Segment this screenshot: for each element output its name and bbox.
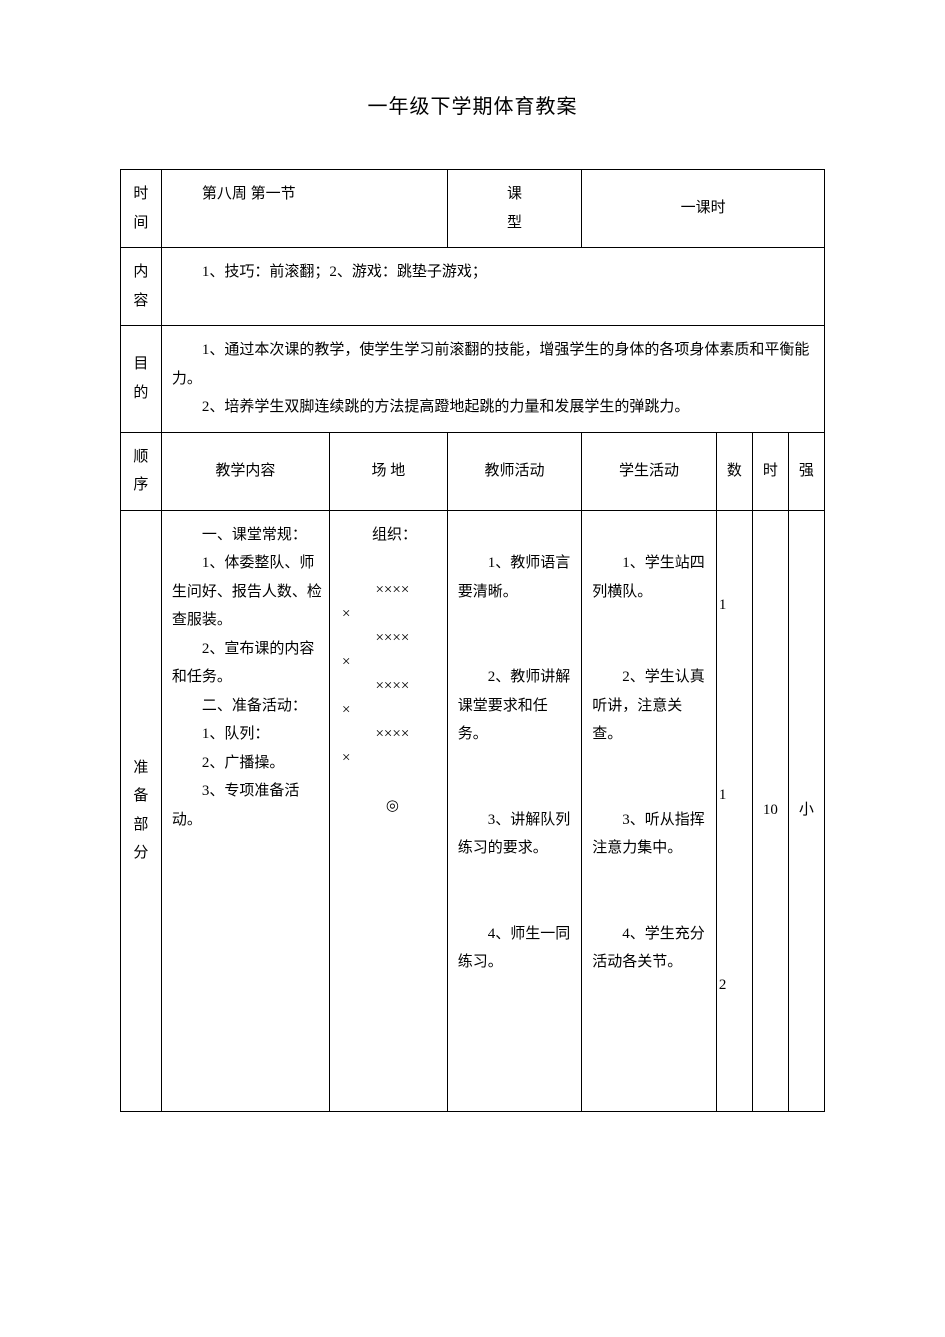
row-content: 内容 1、技巧：前滚翻；2、游戏：跳垫子游戏； bbox=[121, 248, 825, 326]
header-count: 数 bbox=[716, 432, 752, 510]
label-sequence: 顺序 bbox=[121, 432, 162, 510]
page-title: 一年级下学期体育教案 bbox=[120, 90, 825, 119]
cell-intensity: 小 bbox=[788, 510, 824, 1111]
cell-time-value: 第八周 第一节 bbox=[161, 170, 447, 248]
row-purpose: 目的 1、通过本次课的教学，使学生学习前滚翻的技能，增强学生的身体的各项身体素质… bbox=[121, 326, 825, 433]
label-type: 课型 bbox=[447, 170, 582, 248]
cell-time: 10 bbox=[752, 510, 788, 1111]
cell-type-value: 一课时 bbox=[582, 170, 825, 248]
teacher-mark-icon: ◎ bbox=[386, 798, 399, 814]
cell-field: 组织： ×××× × ×××× × ×××× × ×××× × ◎ bbox=[330, 510, 448, 1111]
row-column-headers: 顺序 教学内容 场 地 教师活动 学生活动 数 时 强 bbox=[121, 432, 825, 510]
cell-teaching-content: 一、课堂常规： 1、体委整队、师生问好、报告人数、检查服装。 2、宣布课的内容和… bbox=[161, 510, 329, 1111]
header-time: 时 bbox=[752, 432, 788, 510]
formation-diagram: ×××× × ×××× × ×××× × ×××× × ◎ bbox=[342, 578, 443, 818]
label-content: 内容 bbox=[121, 248, 162, 326]
label-time: 时间 bbox=[121, 170, 162, 248]
cell-count: 1 1 2 bbox=[716, 510, 752, 1111]
label-purpose: 目的 bbox=[121, 326, 162, 433]
header-field: 场 地 bbox=[330, 432, 448, 510]
cell-purpose: 1、通过本次课的教学，使学生学习前滚翻的技能，增强学生的身体的各项身体素质和平衡… bbox=[161, 326, 824, 433]
cell-teacher-activity: 1、教师语言要清晰。 2、教师讲解课堂要求和任务。 3、讲解队列练习的要求。 4… bbox=[447, 510, 582, 1111]
header-student-activity: 学生活动 bbox=[582, 432, 717, 510]
cell-student-activity: 1、学生站四列横队。 2、学生认真听讲，注意关查。 3、听从指挥注意力集中。 4… bbox=[582, 510, 717, 1111]
header-row-time: 时间 第八周 第一节 课型 一课时 bbox=[121, 170, 825, 248]
row-prep-section: 准备部分 一、课堂常规： 1、体委整队、师生问好、报告人数、检查服装。 2、宣布… bbox=[121, 510, 825, 1111]
header-intensity: 强 bbox=[788, 432, 824, 510]
lesson-plan-table: 时间 第八周 第一节 课型 一课时 内容 1、技巧：前滚翻；2、游戏：跳垫子游戏… bbox=[120, 169, 825, 1112]
header-teacher-activity: 教师活动 bbox=[447, 432, 582, 510]
header-teaching-content: 教学内容 bbox=[161, 432, 329, 510]
label-prep-section: 准备部分 bbox=[121, 510, 162, 1111]
cell-content: 1、技巧：前滚翻；2、游戏：跳垫子游戏； bbox=[161, 248, 824, 326]
page: 一年级下学期体育教案 时间 第八周 第一节 课型 一课时 bbox=[0, 0, 945, 1172]
